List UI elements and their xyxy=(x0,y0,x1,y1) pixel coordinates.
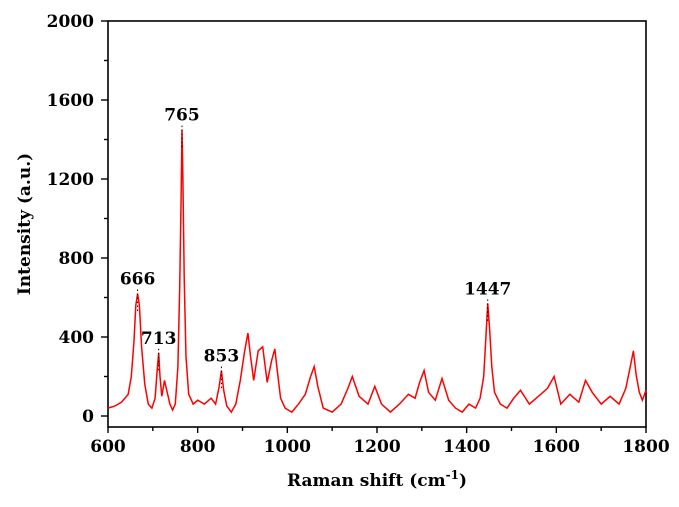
x-axis-title-text: Raman shift (cm xyxy=(287,471,446,491)
y-tick-label: 800 xyxy=(59,249,95,269)
peak-annotations: 666 713 765 853 1447 xyxy=(120,106,511,391)
x-tick-label: 1000 xyxy=(264,437,311,457)
x-tick-label: 800 xyxy=(180,437,216,457)
peak-label: 765 xyxy=(164,106,200,126)
x-tick-label: 1600 xyxy=(533,437,580,457)
y-tick-label: 0 xyxy=(82,407,94,427)
y-tick-label: 2000 xyxy=(47,12,94,32)
x-tick-label: 1400 xyxy=(443,437,490,457)
axis-ticks xyxy=(101,20,647,433)
x-axis-title-close: ) xyxy=(459,471,467,491)
x-tick-label: 1200 xyxy=(353,437,400,457)
y-axis-title: Intensity (a.u.) xyxy=(15,153,35,295)
peak-label: 1447 xyxy=(464,279,511,299)
x-axis-title-superscript: -1 xyxy=(446,468,459,482)
peak-label: 666 xyxy=(120,270,156,290)
peak-label: 713 xyxy=(141,329,177,349)
spectrum-line xyxy=(107,129,647,414)
y-tick-label: 400 xyxy=(59,328,95,348)
peak-label: 853 xyxy=(204,347,240,367)
x-tick-label: 1800 xyxy=(622,437,669,457)
y-tick-label: 1600 xyxy=(47,91,94,111)
tick-labels: 600 800 1000 1200 1400 1600 1800 0 400 800 1200 160… xyxy=(47,12,670,457)
x-axis-title: Raman shift (cm-1) xyxy=(287,468,467,491)
y-tick-label: 1200 xyxy=(47,170,94,190)
plot-frame xyxy=(107,20,647,428)
x-tick-label: 600 xyxy=(90,437,126,457)
